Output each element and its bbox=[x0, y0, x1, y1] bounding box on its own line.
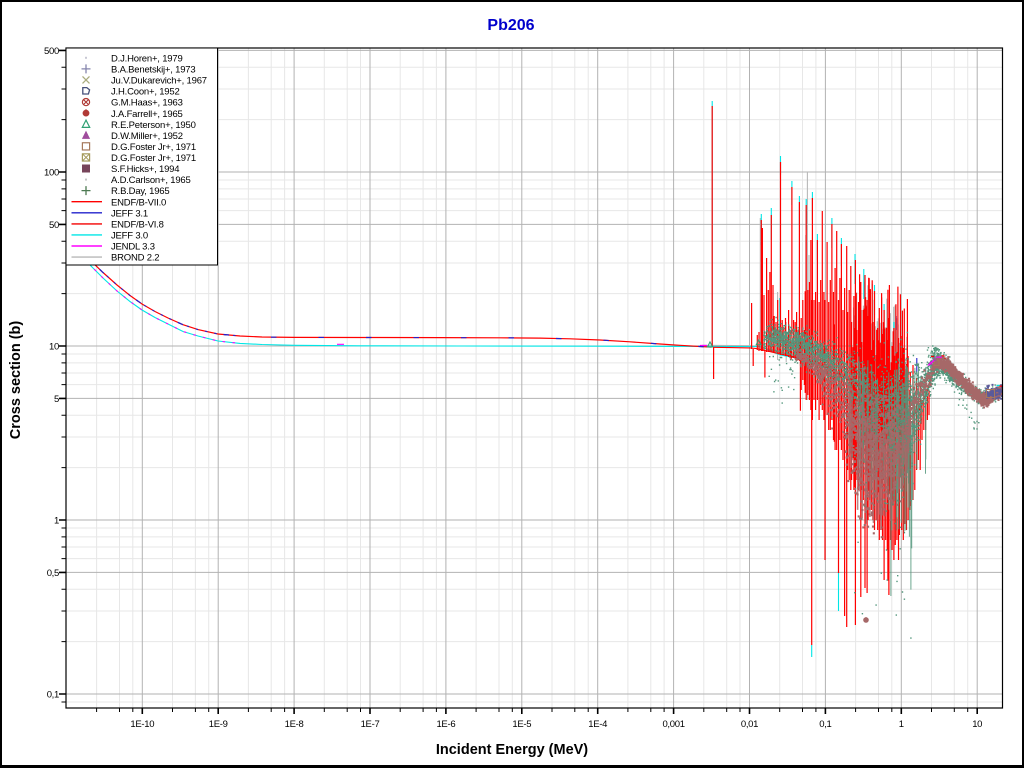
svg-text:Cross section (b): Cross section (b) bbox=[8, 321, 24, 440]
svg-text:B.A.Benetskij+, 1973: B.A.Benetskij+, 1973 bbox=[111, 65, 195, 76]
svg-text:A.D.Carlson+, 1965: A.D.Carlson+, 1965 bbox=[111, 175, 191, 186]
svg-text:0,1: 0,1 bbox=[47, 690, 59, 701]
svg-text:ENDF/B-VI.8: ENDF/B-VI.8 bbox=[111, 220, 164, 231]
svg-text:S.F.Hicks+, 1994: S.F.Hicks+, 1994 bbox=[111, 164, 179, 175]
svg-text:Ju.V.Dukarevich+, 1967: Ju.V.Dukarevich+, 1967 bbox=[111, 76, 207, 87]
svg-text:10: 10 bbox=[49, 342, 59, 353]
svg-text:1: 1 bbox=[54, 516, 59, 527]
svg-text:J.A.Farrell+, 1965: J.A.Farrell+, 1965 bbox=[111, 109, 183, 120]
svg-text:Pb206: Pb206 bbox=[487, 17, 534, 34]
svg-text:500: 500 bbox=[44, 46, 59, 57]
svg-text:0,01: 0,01 bbox=[741, 719, 758, 730]
svg-text:R.B.Day, 1965: R.B.Day, 1965 bbox=[111, 186, 169, 197]
svg-text:ENDF/B-VII.0: ENDF/B-VII.0 bbox=[111, 197, 166, 208]
svg-text:0,001: 0,001 bbox=[662, 719, 684, 730]
svg-text:JENDL 3.3: JENDL 3.3 bbox=[111, 242, 155, 253]
svg-text:0,1: 0,1 bbox=[819, 719, 831, 730]
svg-text:JEFF 3.1: JEFF 3.1 bbox=[111, 208, 148, 219]
svg-text:1E-9: 1E-9 bbox=[209, 719, 228, 730]
svg-text:1E-4: 1E-4 bbox=[588, 719, 607, 730]
svg-text:1: 1 bbox=[899, 719, 904, 730]
svg-text:BROND 2.2: BROND 2.2 bbox=[111, 253, 159, 264]
svg-text:50: 50 bbox=[49, 220, 59, 231]
svg-text:0,5: 0,5 bbox=[47, 568, 59, 579]
svg-text:D.J.Horen+, 1979: D.J.Horen+, 1979 bbox=[111, 53, 183, 64]
svg-text:D.G.Foster Jr+, 1971: D.G.Foster Jr+, 1971 bbox=[111, 142, 196, 153]
svg-text:1E-7: 1E-7 bbox=[361, 719, 380, 730]
svg-text:JEFF 3.0: JEFF 3.0 bbox=[111, 231, 148, 242]
svg-text:R.E.Peterson+, 1950: R.E.Peterson+, 1950 bbox=[111, 120, 196, 131]
svg-text:D.G.Foster Jr+, 1971: D.G.Foster Jr+, 1971 bbox=[111, 153, 196, 164]
svg-text:Incident Energy (MeV): Incident Energy (MeV) bbox=[436, 742, 588, 758]
svg-text:1E-8: 1E-8 bbox=[285, 719, 304, 730]
svg-text:1E-5: 1E-5 bbox=[512, 719, 531, 730]
svg-text:D.W.Miller+, 1952: D.W.Miller+, 1952 bbox=[111, 131, 183, 142]
svg-text:5: 5 bbox=[54, 394, 59, 405]
svg-text:10: 10 bbox=[972, 719, 982, 730]
svg-text:100: 100 bbox=[44, 168, 59, 179]
svg-text:1E-10: 1E-10 bbox=[130, 719, 154, 730]
svg-text:1E-6: 1E-6 bbox=[436, 719, 455, 730]
svg-text:G.M.Haas+, 1963: G.M.Haas+, 1963 bbox=[111, 98, 183, 109]
svg-text:J.H.Coon+, 1952: J.H.Coon+, 1952 bbox=[111, 87, 180, 98]
